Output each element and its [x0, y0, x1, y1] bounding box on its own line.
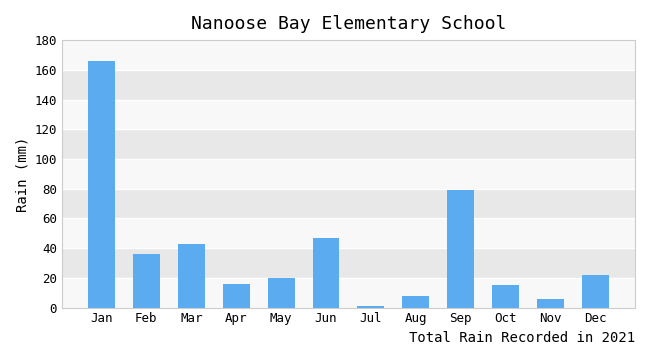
Bar: [268, 278, 294, 307]
Bar: [447, 190, 474, 307]
Title: Nanoose Bay Elementary School: Nanoose Bay Elementary School: [190, 15, 506, 33]
Bar: [178, 244, 205, 307]
Bar: [62, 129, 635, 159]
Bar: [313, 238, 339, 307]
X-axis label: Total Rain Recorded in 2021: Total Rain Recorded in 2021: [409, 331, 635, 345]
Bar: [492, 285, 519, 307]
Bar: [62, 189, 635, 219]
Bar: [62, 70, 635, 100]
Bar: [582, 275, 609, 307]
Bar: [62, 100, 635, 129]
Bar: [62, 40, 635, 70]
Bar: [62, 248, 635, 278]
Bar: [88, 61, 115, 307]
Bar: [62, 278, 635, 307]
Y-axis label: Rain (mm): Rain (mm): [15, 136, 29, 212]
Bar: [358, 306, 384, 307]
Bar: [402, 296, 429, 307]
Bar: [223, 284, 250, 307]
Bar: [62, 219, 635, 248]
Bar: [62, 159, 635, 189]
Bar: [537, 299, 564, 307]
Bar: [133, 254, 160, 307]
